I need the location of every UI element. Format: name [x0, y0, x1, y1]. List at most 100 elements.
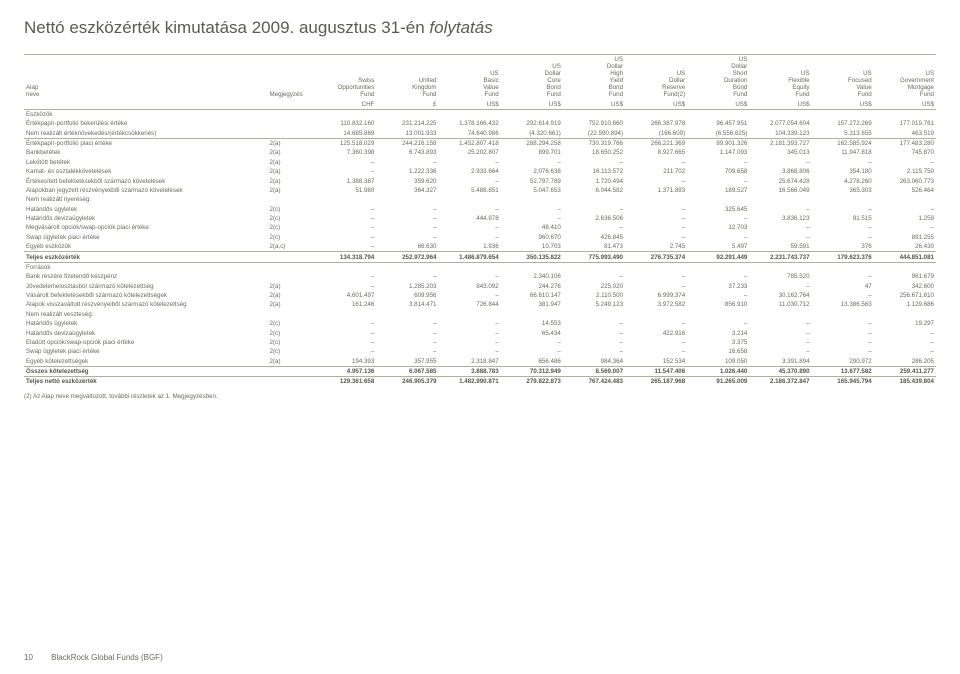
row-label: Vásárolt befektetésekből származó kötele… — [24, 291, 268, 300]
row-value: 422.916 — [625, 328, 687, 337]
row-label: Határidős devizaügyletek — [24, 328, 268, 337]
table-row: Egyéb eszközök2(a,c)–66.6301.93610.70381… — [24, 242, 936, 252]
row-value: 256.671.810 — [874, 291, 936, 300]
row-value: – — [812, 291, 874, 300]
col-fund-header: US$ — [874, 99, 936, 109]
row-value: 19.297 — [874, 319, 936, 328]
row-value: 2.076.638 — [501, 167, 563, 176]
row-value: 279.822.873 — [501, 377, 563, 387]
row-value: 3.375 — [687, 338, 749, 347]
row-label: Nem realizált veszteség: — [24, 310, 268, 319]
row-label: Alapokban jegyzett részvényekből származ… — [24, 186, 268, 195]
row-value: 252.972.964 — [376, 252, 438, 262]
row-value — [749, 262, 811, 272]
row-value: – — [625, 319, 687, 328]
row-value: – — [625, 205, 687, 214]
row-value: – — [687, 176, 749, 185]
row-label: Határidős ügyletek — [24, 319, 268, 328]
row-value: 266.221.369 — [625, 138, 687, 148]
row-value — [874, 109, 936, 119]
row-value — [812, 262, 874, 272]
row-value — [439, 310, 501, 319]
col-fund-header: USDollarShortDurationBondFund — [687, 55, 749, 100]
row-value — [314, 262, 376, 272]
row-value: 288.294.258 — [501, 138, 563, 148]
row-value: – — [439, 328, 501, 337]
row-label: Bankbetétek — [24, 148, 268, 157]
row-value: – — [625, 338, 687, 347]
row-value: – — [501, 158, 563, 167]
col-fund-header: US$ — [749, 99, 811, 109]
page-footer: 10 BlackRock Global Funds (BGF) — [24, 653, 163, 662]
row-value: – — [314, 347, 376, 356]
title-main: Nettó eszközérték kimutatása 2009. augus… — [24, 18, 429, 37]
row-value — [625, 262, 687, 272]
row-value: 2.933.664 — [439, 167, 501, 176]
row-note: 2(a) — [268, 300, 315, 309]
row-value: 10.703 — [501, 242, 563, 252]
row-value: – — [625, 214, 687, 223]
row-value: 1.285.203 — [376, 282, 438, 291]
row-value: (4.320.661) — [501, 129, 563, 139]
row-label: Eladott opciók/swap-opciók piaci értéke — [24, 338, 268, 347]
col-name-header: Alapneve — [24, 55, 268, 100]
col-fund-header: USDollarCoreBondFund — [501, 55, 563, 100]
row-note — [268, 195, 315, 204]
row-value: – — [314, 223, 376, 232]
col-fund-header: CHF — [314, 99, 376, 109]
row-value: – — [563, 328, 625, 337]
row-value: 5.313.655 — [812, 129, 874, 139]
row-value: 125.518.029 — [314, 138, 376, 148]
row-value: 89.901.326 — [687, 138, 749, 148]
row-value: 5.249.123 — [563, 300, 625, 309]
row-value: – — [439, 223, 501, 232]
row-value: – — [625, 282, 687, 291]
row-value — [812, 195, 874, 204]
row-value: 381.947 — [501, 300, 563, 309]
row-value — [314, 310, 376, 319]
row-value: 290.972 — [812, 357, 874, 367]
table-row: Swap ügyletek piaci értéke2(c)––––––16.6… — [24, 347, 936, 356]
row-value: 2.318.847 — [439, 357, 501, 367]
table-row: Eladott opciók/swap-opciók piaci értéke2… — [24, 338, 936, 347]
row-value: 11.547.406 — [625, 366, 687, 376]
table-row: Jövedelemelosztásból származó kötelezett… — [24, 282, 936, 291]
row-value: – — [874, 205, 936, 214]
row-value: 177.483.280 — [874, 138, 936, 148]
row-value — [563, 109, 625, 119]
row-value: 1.147.093 — [687, 148, 749, 157]
row-label: Bank részére fizetendő készpénz — [24, 272, 268, 281]
col-fund-header: £ — [376, 99, 438, 109]
row-note — [268, 310, 315, 319]
row-value: 2.181.393.727 — [749, 138, 811, 148]
row-note: 2(a) — [268, 148, 315, 157]
row-value: 7.360.398 — [314, 148, 376, 157]
table-row: Teljes eszközérték134.318.794252.972.964… — [24, 252, 936, 262]
col-fund-header: USBasicValueFund — [439, 55, 501, 100]
row-value: 11.947.818 — [812, 148, 874, 157]
row-note: 2(c) — [268, 319, 315, 328]
row-value: (166.609) — [625, 129, 687, 139]
row-value: – — [749, 319, 811, 328]
row-value: – — [749, 282, 811, 291]
row-label: Eszközök — [24, 109, 268, 119]
row-value: 211.702 — [625, 167, 687, 176]
row-value: 1.026.440 — [687, 366, 749, 376]
row-value: 350.135.822 — [501, 252, 563, 262]
row-value: 2.636.506 — [563, 214, 625, 223]
row-value: – — [563, 338, 625, 347]
row-value — [625, 195, 687, 204]
row-label: Lekötött betétek — [24, 158, 268, 167]
row-value — [874, 195, 936, 204]
table-row: Határidős devizaügyletek2(c)–––65.434–42… — [24, 328, 936, 337]
row-value: – — [625, 176, 687, 185]
row-label: Egyéb kötelezettségek — [24, 357, 268, 367]
row-value: 2.110.500 — [563, 291, 625, 300]
row-value: 609.956 — [376, 291, 438, 300]
row-value: – — [314, 167, 376, 176]
row-value: 12.703 — [687, 223, 749, 232]
table-row: Összes kötelezettség4.957.1366.067.5853.… — [24, 366, 936, 376]
col-fund-header: USDollarHighYieldBondFund — [563, 55, 625, 100]
row-value — [687, 195, 749, 204]
col-fund-header: USGovernmentMortgageFund — [874, 55, 936, 100]
